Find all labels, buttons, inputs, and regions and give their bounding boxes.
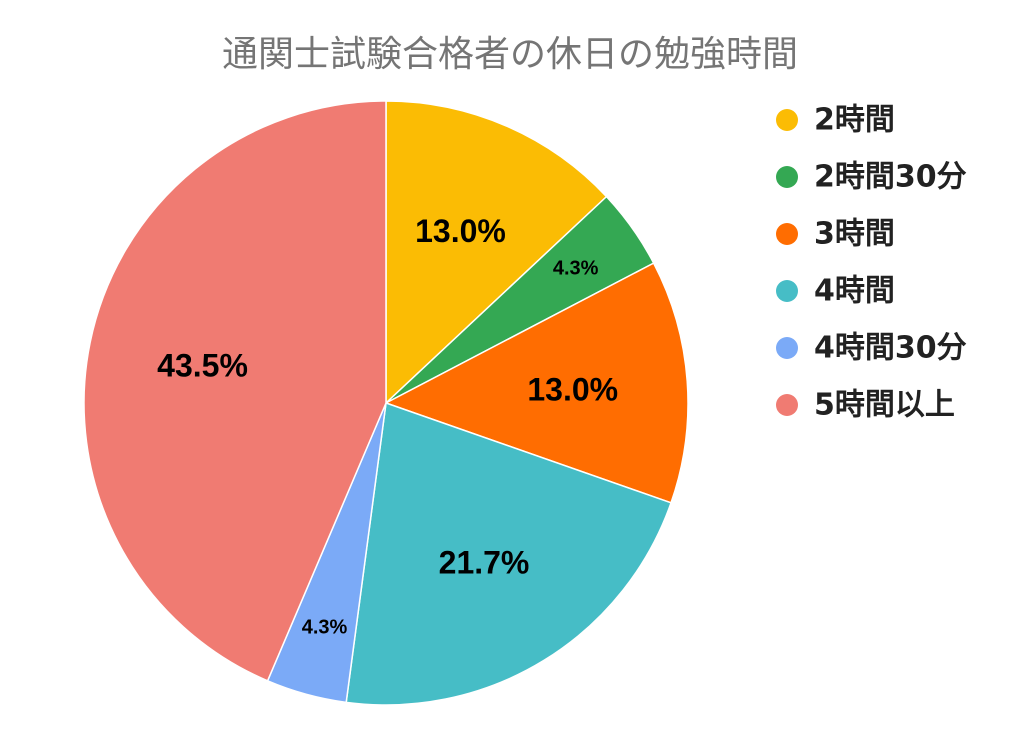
slice-value-label: 4.3% bbox=[302, 616, 348, 638]
pie-slice-4 bbox=[345, 401, 672, 706]
legend-marker bbox=[776, 109, 798, 131]
slice-value-label: 4.3% bbox=[553, 257, 599, 279]
legend-marker bbox=[776, 166, 798, 188]
legend-label: 3時間 bbox=[814, 217, 895, 252]
slice-value-label: 43.5% bbox=[157, 348, 248, 384]
legend-marker bbox=[776, 337, 798, 359]
legend: 2時間 2時間30分 3時間 4時間 4時間30分 5時間以上 bbox=[776, 103, 967, 423]
pie-slice-6 bbox=[83, 100, 387, 682]
slice-value-label: 13.0% bbox=[527, 371, 618, 407]
slice-value-label: 21.7% bbox=[439, 545, 530, 581]
slice-value-label: 13.0% bbox=[415, 213, 506, 249]
legend-marker bbox=[776, 394, 798, 416]
legend-marker bbox=[776, 280, 798, 302]
legend-marker bbox=[776, 223, 798, 245]
slice-labels: 13.0% 4.3% 13.0% 21.7% 4.3% 43.5% bbox=[157, 213, 618, 638]
chart-title: 通関士試験合格者の休日の勉強時間 bbox=[222, 34, 798, 75]
legend-label: 4時間30分 bbox=[814, 331, 967, 366]
legend-label: 2時間30分 bbox=[814, 160, 967, 195]
pie-slice-3 bbox=[384, 262, 689, 504]
legend-label: 2時間 bbox=[814, 103, 895, 138]
pie-slices bbox=[83, 100, 689, 706]
legend-label: 4時間 bbox=[814, 274, 895, 309]
legend-label: 5時間以上 bbox=[814, 388, 955, 423]
pie-slice-1 bbox=[385, 100, 608, 405]
